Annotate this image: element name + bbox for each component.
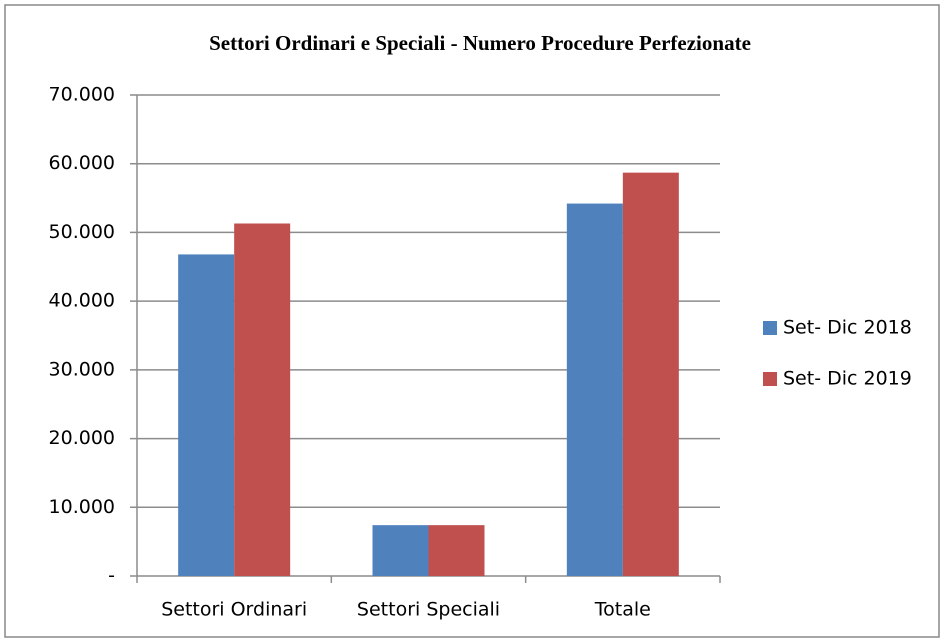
bar xyxy=(234,223,291,576)
y-tick-label: 40.000 xyxy=(49,290,115,312)
y-tick-label: 50.000 xyxy=(49,221,115,243)
y-tick-label: 20.000 xyxy=(49,427,115,449)
x-tick-label: Totale xyxy=(594,599,651,621)
y-tick-label: 10.000 xyxy=(49,496,115,518)
legend-swatch xyxy=(763,372,777,386)
x-tick-label: Settori Speciali xyxy=(357,599,500,621)
bar xyxy=(566,203,623,576)
y-tick-label: 60.000 xyxy=(49,152,115,174)
bar xyxy=(428,525,485,576)
y-tick-label: 30.000 xyxy=(49,358,115,380)
chart-title: Settori Ordinari e Speciali - Numero Pro… xyxy=(209,31,751,55)
y-tick-label: 70.000 xyxy=(49,84,115,106)
y-tick-label: - xyxy=(108,565,115,587)
legend-label: Set- Dic 2018 xyxy=(783,317,912,339)
bar xyxy=(622,172,679,576)
bar xyxy=(372,525,429,576)
legend-label: Set- Dic 2019 xyxy=(783,368,912,390)
legend-swatch xyxy=(763,321,777,335)
x-tick-label: Settori Ordinari xyxy=(161,599,307,621)
bar xyxy=(178,254,235,576)
